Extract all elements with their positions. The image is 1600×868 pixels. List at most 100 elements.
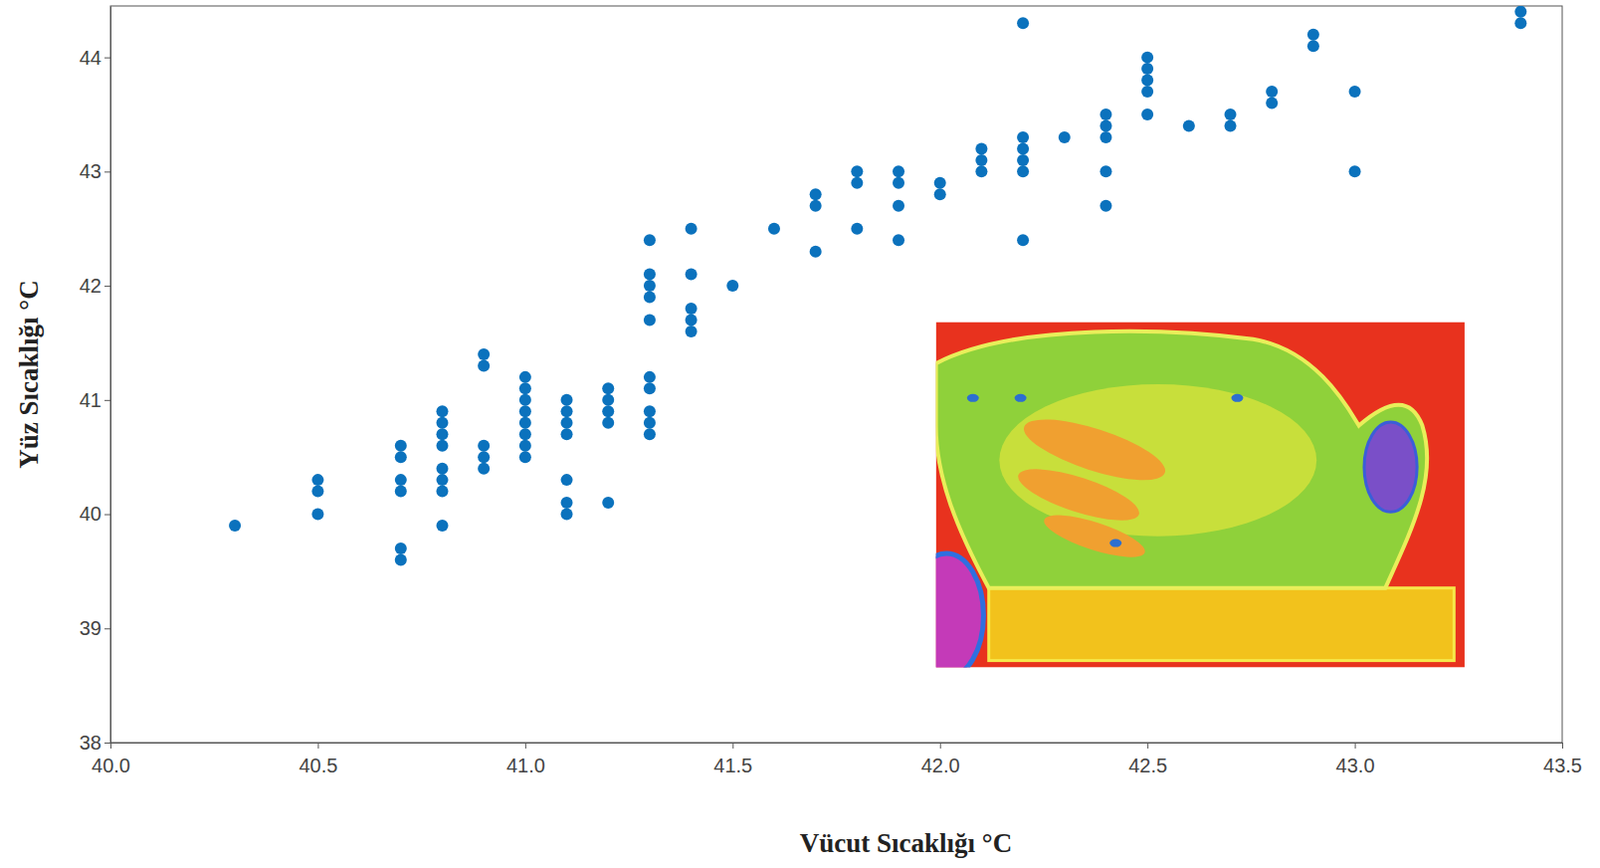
y-tick: 38 [79, 731, 111, 754]
point [395, 450, 407, 463]
point [643, 427, 656, 440]
point [643, 268, 656, 281]
point [643, 371, 656, 384]
x-tick-label: 43.5 [1543, 754, 1583, 777]
point [1141, 85, 1154, 98]
point [519, 416, 532, 429]
point [1224, 108, 1237, 121]
point [643, 291, 656, 304]
x-tick: 40.5 [298, 742, 338, 777]
y-tick-mark [104, 627, 111, 629]
point [601, 382, 614, 395]
x-tick-mark [525, 742, 527, 749]
point [685, 314, 698, 327]
y-tick-label: 41 [79, 389, 102, 411]
inset-ground [936, 321, 1465, 667]
y-tick-label: 43 [79, 160, 102, 183]
point [1099, 165, 1112, 178]
point [1099, 119, 1112, 132]
point [1016, 16, 1029, 29]
point [435, 462, 448, 475]
point [561, 394, 574, 406]
point [519, 394, 532, 406]
inset-base [989, 588, 1455, 661]
point [435, 485, 448, 498]
y-tick: 41 [79, 389, 111, 411]
x-tick-mark [1355, 742, 1357, 749]
y-tick: 40 [79, 502, 111, 525]
x-tick: 42.5 [1128, 742, 1168, 777]
x-axis-title: Vücut Sıcaklığı °C [800, 827, 1012, 858]
point [519, 382, 532, 395]
inset-body [936, 331, 1428, 589]
point [519, 439, 532, 452]
point [809, 200, 822, 212]
point [435, 519, 448, 532]
point [850, 222, 863, 235]
point [395, 473, 407, 486]
point [643, 404, 656, 417]
point [435, 416, 448, 429]
point [1224, 119, 1237, 132]
x-tick-mark [940, 742, 942, 749]
point [1349, 165, 1362, 178]
y-tick-mark [104, 57, 111, 59]
point [601, 404, 614, 417]
y-tick-mark [104, 742, 111, 744]
point [685, 268, 698, 281]
y-tick-label: 44 [79, 46, 102, 69]
point [850, 165, 863, 178]
y-tick-label: 42 [79, 274, 102, 297]
point [892, 177, 905, 190]
y-tick: 43 [79, 160, 111, 183]
x-axis-line [111, 742, 1564, 744]
y-tick-mark [104, 285, 111, 287]
point [1514, 5, 1527, 18]
inset-spot [1230, 394, 1243, 402]
point [892, 200, 905, 212]
point [643, 382, 656, 395]
point [519, 427, 532, 440]
point [934, 188, 947, 200]
x-tick: 41.5 [713, 742, 753, 777]
inset-stripe [1039, 506, 1150, 566]
y-tick: 39 [79, 616, 111, 639]
inset-corner [936, 553, 985, 668]
point [601, 394, 614, 406]
point [435, 439, 448, 452]
point [1514, 16, 1527, 29]
x-tick-label: 40.5 [298, 754, 338, 777]
x-tick: 42.0 [921, 742, 961, 777]
point [975, 165, 988, 178]
point [561, 496, 574, 509]
point [809, 188, 822, 200]
x-tick: 43.0 [1336, 742, 1376, 777]
point [601, 416, 614, 429]
point [892, 165, 905, 178]
point [1141, 62, 1154, 75]
point [519, 371, 532, 384]
y-tick-label: 38 [79, 731, 102, 754]
x-tick-label: 42.0 [921, 754, 961, 777]
point [395, 553, 407, 566]
point [643, 416, 656, 429]
point [685, 302, 698, 315]
point [1016, 154, 1029, 167]
x-tick-mark [1562, 742, 1564, 749]
inset-spot [1109, 539, 1122, 548]
inset-spot [1014, 394, 1027, 402]
point [519, 450, 532, 463]
point [850, 177, 863, 190]
point [1016, 142, 1029, 155]
point [934, 177, 947, 190]
points [228, 5, 1527, 566]
y-tick: 42 [79, 274, 111, 297]
thermal-inset [909, 321, 1465, 677]
point [395, 542, 407, 555]
x-tick-label: 40.0 [91, 754, 131, 777]
point [1307, 39, 1320, 52]
plot-frame [110, 5, 1563, 743]
x-tick-label: 43.0 [1336, 754, 1376, 777]
inset-patch [999, 384, 1317, 537]
x-tick-mark [732, 742, 734, 749]
